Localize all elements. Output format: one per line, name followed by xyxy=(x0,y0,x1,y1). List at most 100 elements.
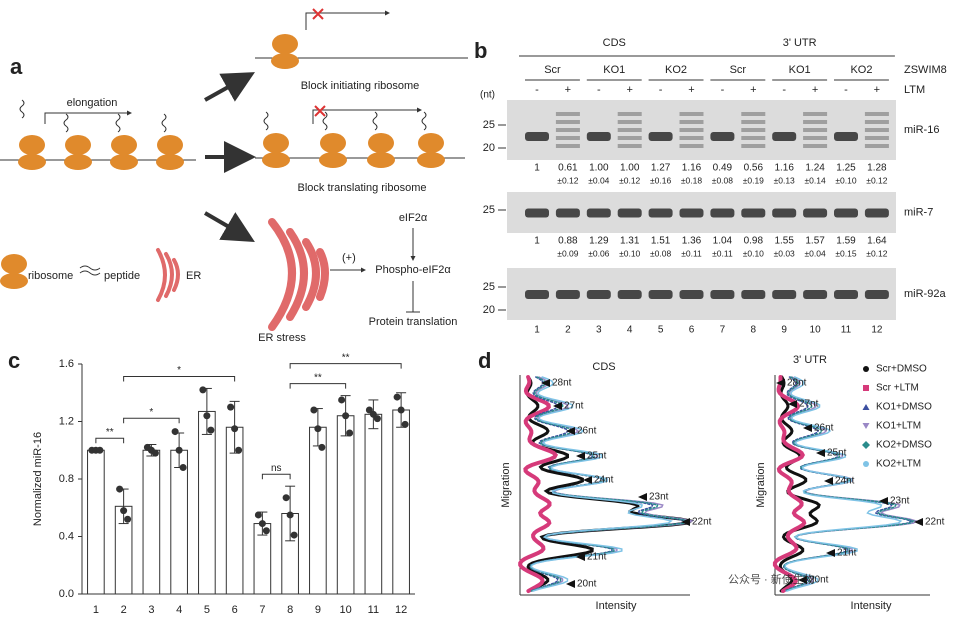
quant: 1.57 xyxy=(805,236,825,247)
band xyxy=(772,132,797,141)
nt-label: 24nt xyxy=(594,475,614,486)
size-marker: 25 xyxy=(483,281,495,293)
band xyxy=(864,144,889,148)
panel-a: a elongation Block initiating ribosome B… xyxy=(0,8,468,344)
plot-title: 3' UTR xyxy=(793,354,827,366)
band xyxy=(741,208,766,218)
quant-error: ±0.16 xyxy=(650,175,671,185)
data-point xyxy=(124,515,132,523)
quant: 1.55 xyxy=(774,236,794,247)
legend-marker xyxy=(862,423,870,429)
lane-number: 1 xyxy=(534,325,540,336)
blot-label: miR-16 xyxy=(904,124,939,136)
panel-b: b CDS 3' UTR Scr KO1 KO2 Scr KO1 KO2 ZSWIM8 LTM (nt… xyxy=(474,37,947,336)
band xyxy=(555,136,580,140)
lane-number: 5 xyxy=(658,325,664,336)
band xyxy=(741,144,766,148)
lane-number: 2 xyxy=(565,325,571,336)
ltm-sign: + xyxy=(565,84,571,96)
size-marker: 20 xyxy=(483,304,495,316)
significance-bracket xyxy=(289,383,347,389)
unit-label: (nt) xyxy=(480,90,495,101)
group-label: KO1 xyxy=(789,64,811,76)
quant: 0.98 xyxy=(744,236,764,247)
ltm-sign: + xyxy=(626,84,632,96)
significance-label: * xyxy=(177,365,181,376)
ltm-sign: + xyxy=(812,84,818,96)
data-point xyxy=(258,520,266,528)
band xyxy=(803,120,828,124)
data-point xyxy=(290,531,298,539)
data-point xyxy=(235,446,243,454)
legend-label: KO1+DMSO xyxy=(876,402,932,413)
quant: 1 xyxy=(534,163,540,174)
eif2a: eIF2α xyxy=(399,212,428,224)
group-label: KO1 xyxy=(603,64,625,76)
quant-error: ±0.11 xyxy=(681,248,702,258)
peptide xyxy=(115,113,121,133)
legend-label: Scr+DMSO xyxy=(876,364,927,375)
group-label: Scr xyxy=(730,64,747,76)
nt-label: 25nt xyxy=(827,448,847,459)
bar xyxy=(142,449,161,595)
peptide xyxy=(161,113,167,133)
band xyxy=(617,120,642,124)
band xyxy=(679,120,704,124)
arrow xyxy=(44,110,132,124)
data-point xyxy=(199,386,207,394)
quant-error: ±0.13 xyxy=(774,175,795,185)
x-tick-label: 8 xyxy=(287,604,293,616)
legend-label: Scr +LTM xyxy=(876,383,919,394)
x-tick-label: 11 xyxy=(368,604,379,616)
pointer xyxy=(681,518,690,526)
band xyxy=(834,290,858,299)
band xyxy=(741,136,766,140)
band xyxy=(648,208,673,218)
y-tick-label: 0.4 xyxy=(59,530,74,542)
quant: 1.64 xyxy=(867,236,887,247)
quant-error: ±0.04 xyxy=(588,175,609,185)
bar xyxy=(87,449,105,595)
quant: 1.24 xyxy=(805,163,825,174)
pointer xyxy=(776,379,785,387)
pointer xyxy=(816,449,825,457)
band xyxy=(864,120,889,124)
band xyxy=(555,120,580,124)
band xyxy=(803,112,828,116)
nt-label: 20nt xyxy=(577,579,597,590)
data-point xyxy=(342,412,350,420)
y-tick-label: 0.8 xyxy=(59,473,74,485)
quant-error: ±0.11 xyxy=(712,248,733,258)
pointer xyxy=(803,424,812,432)
band xyxy=(617,128,642,132)
significance-bracket xyxy=(123,417,180,424)
bar xyxy=(198,410,216,595)
lane-number: 12 xyxy=(871,325,883,336)
data-point xyxy=(282,494,290,502)
significance-label: ** xyxy=(106,427,114,438)
quant-error: ±0.10 xyxy=(835,175,856,185)
data-point xyxy=(171,428,179,436)
band xyxy=(803,290,828,299)
profile-curve xyxy=(778,375,821,593)
quant-error: ±0.12 xyxy=(866,248,887,258)
ltm-sign: - xyxy=(844,84,848,96)
ltm-sign: + xyxy=(688,84,694,96)
band xyxy=(617,144,642,148)
band xyxy=(710,208,735,218)
y-tick-label: 0.0 xyxy=(59,588,74,600)
blot-label: miR-7 xyxy=(904,206,933,218)
pointer xyxy=(798,576,807,584)
nt-label: 22nt xyxy=(692,517,712,528)
ltm-sign: - xyxy=(659,84,663,96)
lane-number: 11 xyxy=(841,325,852,336)
plus: (+) xyxy=(342,252,356,264)
peptide xyxy=(372,111,378,131)
peptide xyxy=(19,99,25,119)
pointer xyxy=(566,427,575,435)
caption: Block initiating ribosome xyxy=(301,80,420,92)
ribosome xyxy=(319,133,347,168)
band xyxy=(864,136,889,140)
bar xyxy=(392,409,410,595)
significance-label: * xyxy=(149,407,153,418)
